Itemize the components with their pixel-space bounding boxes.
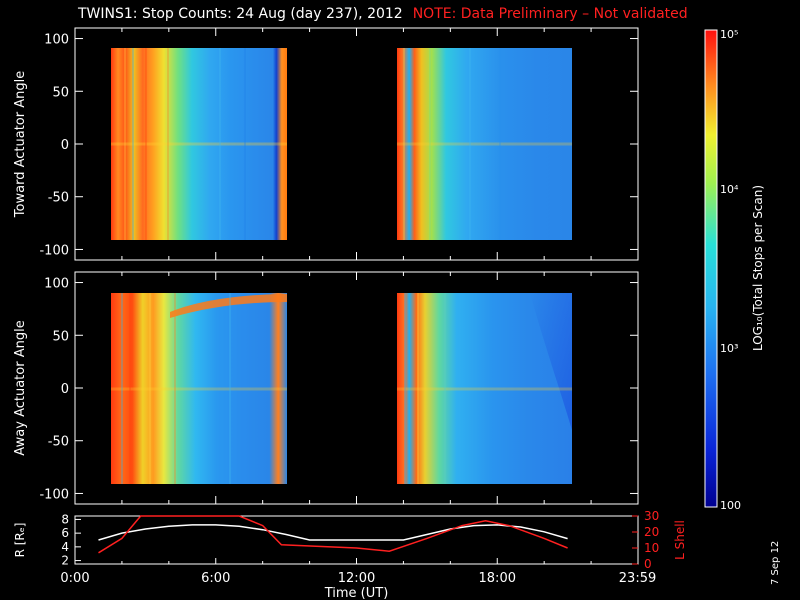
x-axis-label: Time (UT) [324, 586, 389, 600]
toward-block-2 [397, 48, 572, 240]
toward-stripes [124, 48, 501, 240]
r-ytick-label: 2 [61, 554, 69, 568]
r-ytick-label: 8 [61, 512, 69, 526]
away-ytick-label: -100 [39, 487, 69, 502]
away-arc-band [170, 294, 287, 318]
r-ytick-label: 6 [61, 526, 69, 540]
away-ylabel: Away Actuator Angle [13, 320, 28, 455]
colorbar-gradient [704, 29, 718, 508]
title-text: TWINS1: Stop Counts: 24 Aug (day 237), 2… [78, 6, 403, 22]
toward-ytick-label: 0 [61, 138, 69, 153]
away-stripes [121, 293, 446, 484]
toward-ytick-label: 50 [52, 85, 69, 100]
away-panel [74, 271, 639, 505]
toward-ylabel: Toward Actuator Angle [13, 71, 28, 218]
toward-block-1 [111, 48, 287, 240]
colorbar: LOG₁₀(Total Stops per Scan) [704, 29, 765, 508]
toward-panel [74, 27, 639, 261]
ephem-panel [74, 515, 639, 565]
date-stamp: 7 Sep 12 [770, 540, 781, 585]
away-ytick-label: 100 [44, 277, 69, 292]
away-ytick-label: -50 [48, 435, 69, 450]
r-ylabel: R [Rₑ] [13, 523, 27, 558]
lshell-ytick-label: 10 [644, 541, 659, 555]
lshell-ytick-label: 20 [644, 525, 659, 539]
xtick-label: 23:59 [619, 571, 656, 586]
lshell-ytick-label: 0 [644, 557, 652, 571]
r-series-line [98, 524, 568, 541]
lshell-ytick-label: 30 [644, 509, 659, 523]
away-depletion [530, 293, 572, 430]
colorbar-tick-label: 10⁴ [720, 183, 739, 196]
lshell-ylabel: L Shell [673, 520, 687, 560]
away-ytick-label: 0 [61, 382, 69, 397]
colorbar-tick-label: 100 [720, 499, 741, 512]
away-ytick-label: 50 [52, 329, 69, 344]
colorbar-tick-label: 10³ [720, 342, 738, 355]
preliminary-note: NOTE: Data Preliminary – Not validated [412, 6, 688, 22]
toward-ytick-label: -100 [39, 243, 69, 258]
colorbar-tick-label: 10⁵ [720, 28, 738, 41]
colorbar-label: LOG₁₀(Total Stops per Scan) [751, 185, 765, 351]
toward-ytick-label: 100 [44, 33, 69, 48]
xtick-label: 6:00 [201, 571, 230, 586]
xtick-label: 12:00 [338, 571, 375, 586]
r-ytick-label: 4 [61, 540, 69, 554]
xtick-label: 18:00 [479, 571, 516, 586]
xtick-label: 0:00 [60, 571, 89, 586]
lshell-series-line [98, 515, 568, 554]
toward-ytick-label: -50 [48, 191, 69, 206]
figure-title: TWINS1: Stop Counts: 24 Aug (day 237), 2… [78, 6, 688, 22]
away-block-1 [111, 293, 287, 484]
